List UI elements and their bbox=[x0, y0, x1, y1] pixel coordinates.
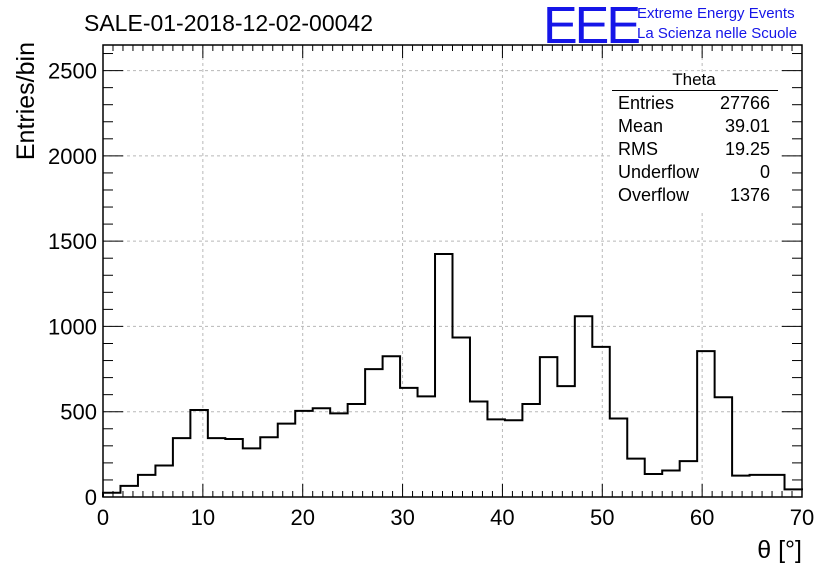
stats-underflow-label: Underflow bbox=[618, 162, 700, 182]
stats-box-separator bbox=[612, 90, 778, 91]
histogram-series bbox=[102, 252, 803, 497]
y-tick-label: 2000 bbox=[48, 144, 97, 169]
histogram-bin bbox=[662, 471, 679, 497]
y-tick-label: 1500 bbox=[48, 229, 97, 254]
stats-mean-value: 39.01 bbox=[724, 116, 770, 136]
histogram-bin bbox=[540, 357, 557, 497]
stats-entries-label: Entries bbox=[618, 93, 675, 113]
x-tick-label: 10 bbox=[191, 505, 215, 530]
histogram-bin bbox=[173, 438, 190, 497]
logo-tagline-2: La Scienza nelle Scuole bbox=[637, 25, 798, 42]
stats-box-title: Theta bbox=[672, 70, 716, 89]
histogram-bin bbox=[365, 369, 382, 497]
histogram-bin bbox=[645, 474, 662, 497]
histogram-bin bbox=[348, 404, 365, 497]
histogram-bin bbox=[697, 351, 714, 497]
eee-logo: EEE bbox=[543, 0, 641, 55]
histogram-bin bbox=[260, 437, 277, 497]
histogram-bin bbox=[610, 419, 627, 497]
stats-box bbox=[610, 73, 778, 211]
histogram-bin bbox=[505, 420, 522, 497]
x-tick-label: 40 bbox=[490, 505, 514, 530]
histogram-bin bbox=[400, 388, 417, 497]
x-tick-label: 20 bbox=[290, 505, 314, 530]
histogram-bin bbox=[522, 404, 539, 497]
x-tick-label: 0 bbox=[97, 505, 109, 530]
histogram-bin bbox=[575, 316, 592, 497]
stats-underflow-value: 0 bbox=[759, 162, 770, 182]
histogram-bin bbox=[155, 465, 172, 497]
x-tick-label: 60 bbox=[690, 505, 714, 530]
logo-tagline-1: Extreme Energy Events bbox=[637, 5, 795, 22]
histogram-bin bbox=[785, 489, 802, 497]
x-axis-title: θ [°] bbox=[757, 536, 802, 564]
x-tick-label: 50 bbox=[590, 505, 614, 530]
stats-overflow-label: Overflow bbox=[618, 185, 690, 205]
stats-entries-value: 27766 bbox=[719, 93, 770, 113]
y-tick-label: 2500 bbox=[48, 59, 97, 84]
histogram-bin bbox=[190, 410, 207, 497]
histogram-bin bbox=[470, 401, 487, 497]
y-tick-label: 500 bbox=[60, 400, 97, 425]
y-tick-label: 0 bbox=[85, 485, 97, 510]
x-tick-label: 30 bbox=[390, 505, 414, 530]
run-title: SALE-01-2018-12-02-00042 bbox=[84, 10, 373, 36]
stats-rms-label: RMS bbox=[618, 139, 658, 159]
histogram-bin bbox=[453, 338, 470, 497]
histogram-bin bbox=[295, 411, 312, 497]
histogram-bin bbox=[592, 347, 609, 497]
histogram-bin bbox=[330, 413, 347, 497]
stats-rms-value: 19.25 bbox=[724, 139, 770, 159]
histogram-bin bbox=[557, 386, 574, 497]
stats-overflow-value: 1376 bbox=[729, 185, 770, 205]
histogram-bin bbox=[715, 397, 732, 497]
x-tick-label: 70 bbox=[790, 505, 814, 530]
stats-mean-label: Mean bbox=[618, 116, 664, 136]
histogram-bin bbox=[732, 476, 749, 497]
y-axis-title: Entries/bin bbox=[12, 42, 40, 160]
histogram-bin bbox=[208, 438, 225, 497]
histogram-bin bbox=[418, 396, 435, 497]
histogram-bin bbox=[225, 439, 242, 497]
histogram-bin bbox=[383, 356, 400, 497]
histogram-bin bbox=[243, 448, 260, 497]
y-tick-label: 1000 bbox=[48, 314, 97, 339]
histogram-bin bbox=[278, 424, 295, 497]
histogram-bin bbox=[313, 408, 330, 497]
histogram-bin bbox=[435, 254, 452, 497]
